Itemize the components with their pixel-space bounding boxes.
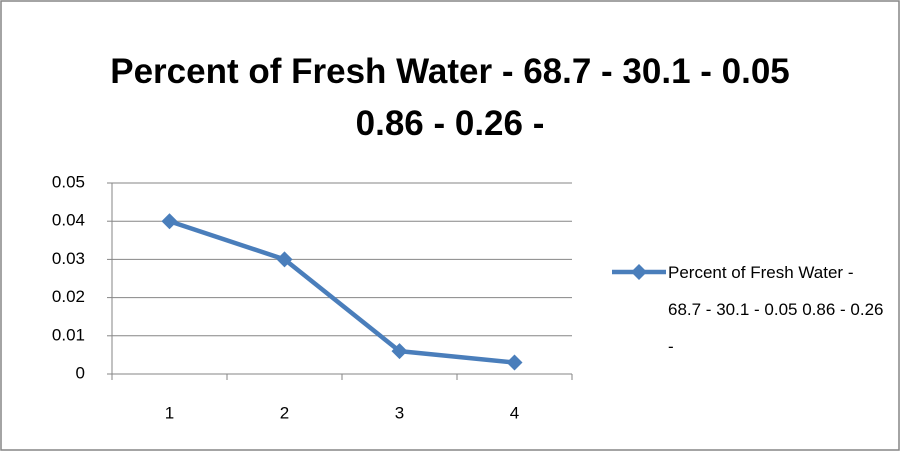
legend-marker bbox=[631, 264, 647, 280]
data-point bbox=[391, 343, 408, 360]
y-tick-label: 0 bbox=[76, 363, 85, 382]
data-point bbox=[506, 354, 523, 371]
y-tick-label: 0.04 bbox=[52, 211, 85, 230]
x-tick-label: 2 bbox=[280, 403, 289, 422]
y-tick-label: 0.01 bbox=[52, 325, 85, 344]
data-point bbox=[161, 213, 178, 230]
y-tick-label: 0.03 bbox=[52, 249, 85, 268]
x-tick-label: 1 bbox=[165, 403, 174, 422]
series-line bbox=[168, 219, 515, 365]
chart-title: Percent of Fresh Water - 68.7 - 30.1 - 0… bbox=[110, 52, 790, 143]
x-tick-label: 4 bbox=[510, 403, 519, 422]
y-tick-label: 0.05 bbox=[52, 172, 85, 191]
data-point bbox=[276, 251, 293, 268]
x-tick-label: 3 bbox=[395, 403, 404, 422]
y-tick-label: 0.02 bbox=[52, 287, 85, 306]
legend-label: Percent of Fresh Water - 68.7 - 30.1 - 0… bbox=[668, 263, 884, 356]
